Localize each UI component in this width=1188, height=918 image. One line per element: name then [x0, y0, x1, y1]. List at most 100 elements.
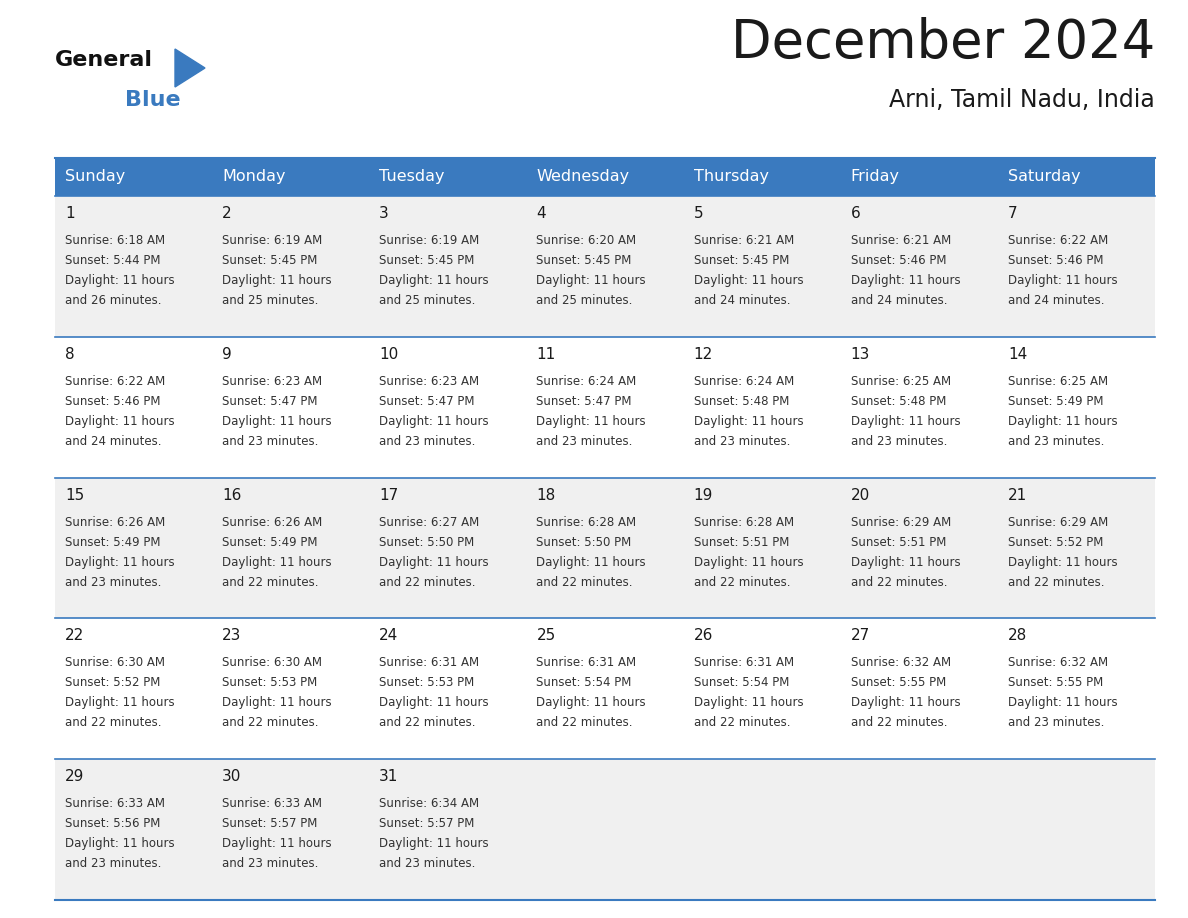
Text: and 22 minutes.: and 22 minutes. — [379, 716, 475, 730]
Text: Daylight: 11 hours: Daylight: 11 hours — [537, 555, 646, 568]
Text: Sunrise: 6:23 AM: Sunrise: 6:23 AM — [379, 375, 480, 387]
Text: 11: 11 — [537, 347, 556, 362]
Text: Friday: Friday — [851, 170, 899, 185]
Text: Sunset: 5:49 PM: Sunset: 5:49 PM — [65, 535, 160, 549]
Text: 23: 23 — [222, 629, 241, 644]
Text: and 24 minutes.: and 24 minutes. — [851, 294, 947, 307]
Text: Sunset: 5:50 PM: Sunset: 5:50 PM — [537, 535, 632, 549]
Text: Sunrise: 6:33 AM: Sunrise: 6:33 AM — [222, 797, 322, 811]
Text: Sunrise: 6:18 AM: Sunrise: 6:18 AM — [65, 234, 165, 247]
Text: Thursday: Thursday — [694, 170, 769, 185]
Text: Sunset: 5:47 PM: Sunset: 5:47 PM — [379, 395, 475, 408]
Text: Saturday: Saturday — [1007, 170, 1080, 185]
Text: 24: 24 — [379, 629, 398, 644]
Text: 14: 14 — [1007, 347, 1028, 362]
Text: and 22 minutes.: and 22 minutes. — [222, 576, 318, 588]
Text: Daylight: 11 hours: Daylight: 11 hours — [694, 274, 803, 287]
Text: and 24 minutes.: and 24 minutes. — [1007, 294, 1105, 307]
Text: Daylight: 11 hours: Daylight: 11 hours — [222, 274, 331, 287]
Text: 25: 25 — [537, 629, 556, 644]
Text: Sunrise: 6:19 AM: Sunrise: 6:19 AM — [379, 234, 480, 247]
Text: Daylight: 11 hours: Daylight: 11 hours — [379, 415, 489, 428]
Text: Daylight: 11 hours: Daylight: 11 hours — [537, 274, 646, 287]
Text: and 23 minutes.: and 23 minutes. — [851, 435, 947, 448]
Text: Sunrise: 6:21 AM: Sunrise: 6:21 AM — [694, 234, 794, 247]
Text: Sunrise: 6:26 AM: Sunrise: 6:26 AM — [222, 516, 322, 529]
Text: Sunset: 5:47 PM: Sunset: 5:47 PM — [537, 395, 632, 408]
Text: and 22 minutes.: and 22 minutes. — [851, 716, 947, 730]
Text: General: General — [55, 50, 153, 70]
Text: 20: 20 — [851, 487, 870, 502]
Bar — [55, 759, 1155, 900]
Text: Sunset: 5:52 PM: Sunset: 5:52 PM — [65, 677, 160, 689]
Text: Sunset: 5:49 PM: Sunset: 5:49 PM — [222, 535, 317, 549]
Text: Sunrise: 6:25 AM: Sunrise: 6:25 AM — [851, 375, 950, 387]
Text: 7: 7 — [1007, 206, 1017, 221]
Text: Daylight: 11 hours: Daylight: 11 hours — [379, 697, 489, 710]
Text: Daylight: 11 hours: Daylight: 11 hours — [65, 274, 175, 287]
Text: Daylight: 11 hours: Daylight: 11 hours — [1007, 697, 1118, 710]
Text: and 23 minutes.: and 23 minutes. — [1007, 716, 1104, 730]
Text: 2: 2 — [222, 206, 232, 221]
Text: Daylight: 11 hours: Daylight: 11 hours — [851, 555, 960, 568]
Text: Daylight: 11 hours: Daylight: 11 hours — [1007, 415, 1118, 428]
Text: Sunrise: 6:25 AM: Sunrise: 6:25 AM — [1007, 375, 1108, 387]
Text: 13: 13 — [851, 347, 870, 362]
Text: Blue: Blue — [125, 90, 181, 110]
Text: and 22 minutes.: and 22 minutes. — [694, 716, 790, 730]
Text: and 23 minutes.: and 23 minutes. — [222, 857, 318, 870]
Text: Daylight: 11 hours: Daylight: 11 hours — [1007, 555, 1118, 568]
Text: Sunrise: 6:28 AM: Sunrise: 6:28 AM — [537, 516, 637, 529]
Text: Sunset: 5:51 PM: Sunset: 5:51 PM — [851, 535, 946, 549]
Text: Sunrise: 6:30 AM: Sunrise: 6:30 AM — [65, 656, 165, 669]
Text: 12: 12 — [694, 347, 713, 362]
Text: and 26 minutes.: and 26 minutes. — [65, 294, 162, 307]
Text: Tuesday: Tuesday — [379, 170, 444, 185]
Text: Sunset: 5:54 PM: Sunset: 5:54 PM — [537, 677, 632, 689]
Text: Sunrise: 6:22 AM: Sunrise: 6:22 AM — [1007, 234, 1108, 247]
Bar — [55, 619, 1155, 759]
Text: December 2024: December 2024 — [731, 17, 1155, 69]
Text: and 23 minutes.: and 23 minutes. — [537, 435, 633, 448]
Text: Sunrise: 6:32 AM: Sunrise: 6:32 AM — [851, 656, 950, 669]
Text: Sunset: 5:55 PM: Sunset: 5:55 PM — [851, 677, 946, 689]
Text: Sunset: 5:55 PM: Sunset: 5:55 PM — [1007, 677, 1104, 689]
Bar — [998, 158, 1155, 196]
Text: Daylight: 11 hours: Daylight: 11 hours — [222, 555, 331, 568]
Text: Daylight: 11 hours: Daylight: 11 hours — [694, 415, 803, 428]
Text: and 25 minutes.: and 25 minutes. — [379, 294, 475, 307]
Text: Daylight: 11 hours: Daylight: 11 hours — [222, 837, 331, 850]
Text: Sunset: 5:46 PM: Sunset: 5:46 PM — [65, 395, 160, 408]
Text: 5: 5 — [694, 206, 703, 221]
Text: Sunrise: 6:22 AM: Sunrise: 6:22 AM — [65, 375, 165, 387]
Text: Sunrise: 6:23 AM: Sunrise: 6:23 AM — [222, 375, 322, 387]
Text: Daylight: 11 hours: Daylight: 11 hours — [1007, 274, 1118, 287]
Text: and 22 minutes.: and 22 minutes. — [65, 716, 162, 730]
Text: 28: 28 — [1007, 629, 1028, 644]
Text: Daylight: 11 hours: Daylight: 11 hours — [851, 415, 960, 428]
Text: 17: 17 — [379, 487, 398, 502]
Bar — [55, 196, 1155, 337]
Text: 21: 21 — [1007, 487, 1028, 502]
Text: and 23 minutes.: and 23 minutes. — [694, 435, 790, 448]
Text: and 22 minutes.: and 22 minutes. — [222, 716, 318, 730]
Text: Sunset: 5:53 PM: Sunset: 5:53 PM — [222, 677, 317, 689]
Text: 29: 29 — [65, 769, 84, 784]
Text: Sunrise: 6:31 AM: Sunrise: 6:31 AM — [537, 656, 637, 669]
Text: Daylight: 11 hours: Daylight: 11 hours — [65, 415, 175, 428]
Text: Sunset: 5:54 PM: Sunset: 5:54 PM — [694, 677, 789, 689]
Text: and 22 minutes.: and 22 minutes. — [694, 576, 790, 588]
Text: Monday: Monday — [222, 170, 285, 185]
Text: Sunrise: 6:31 AM: Sunrise: 6:31 AM — [694, 656, 794, 669]
Text: Sunrise: 6:31 AM: Sunrise: 6:31 AM — [379, 656, 480, 669]
Text: Sunday: Sunday — [65, 170, 125, 185]
Text: Sunset: 5:47 PM: Sunset: 5:47 PM — [222, 395, 317, 408]
Text: and 22 minutes.: and 22 minutes. — [379, 576, 475, 588]
Text: Sunset: 5:45 PM: Sunset: 5:45 PM — [222, 254, 317, 267]
Text: Sunrise: 6:32 AM: Sunrise: 6:32 AM — [1007, 656, 1108, 669]
Polygon shape — [175, 49, 206, 87]
Text: 1: 1 — [65, 206, 75, 221]
Text: Daylight: 11 hours: Daylight: 11 hours — [537, 697, 646, 710]
Text: 3: 3 — [379, 206, 388, 221]
Text: and 23 minutes.: and 23 minutes. — [379, 857, 475, 870]
